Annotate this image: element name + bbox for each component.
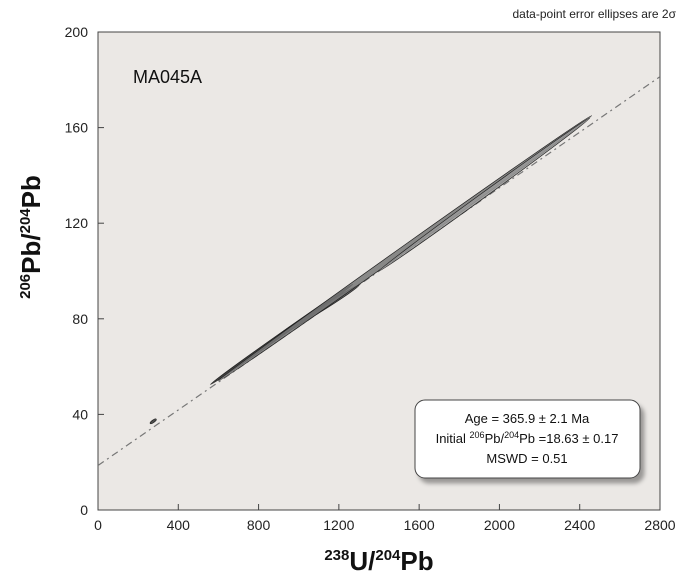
- error-ellipse-note: data-point error ellipses are 2σ: [513, 7, 677, 21]
- stat-initial-ratio: Initial 206Pb/204Pb =18.63 ± 0.17: [436, 430, 619, 446]
- x-axis-ticks: 0 400 800 1200 1600 2000 2400 2800: [94, 504, 676, 533]
- error-ellipse: [378, 117, 591, 272]
- stat-age: Age = 365.9 ± 2.1 Ma: [465, 411, 590, 426]
- y-tick-label: 160: [65, 120, 89, 136]
- y-axis-label: 206Pb/204Pb: [16, 175, 46, 299]
- x-tick-label: 1200: [323, 517, 354, 533]
- y-axis-ticks: 0 40 80 120 160 200: [65, 24, 104, 518]
- error-ellipses: [149, 115, 593, 425]
- y-tick-label: 120: [65, 215, 89, 231]
- x-tick-label: 800: [247, 517, 271, 533]
- y-tick-label: 200: [65, 24, 89, 40]
- sample-label: MA045A: [133, 67, 202, 87]
- x-tick-label: 1600: [404, 517, 435, 533]
- x-tick-label: 2400: [564, 517, 595, 533]
- error-ellipse: [149, 418, 157, 425]
- x-tick-label: 0: [94, 517, 102, 533]
- x-tick-label: 2000: [484, 517, 515, 533]
- y-tick-label: 80: [72, 311, 88, 327]
- x-axis-label: 238U/204Pb: [324, 546, 433, 576]
- y-tick-label: 40: [72, 406, 88, 422]
- x-tick-label: 2800: [644, 517, 675, 533]
- stats-box: Age = 365.9 ± 2.1 Ma Initial 206Pb/204Pb…: [414, 399, 641, 479]
- y-tick-label: 0: [80, 502, 88, 518]
- x-tick-label: 400: [167, 517, 191, 533]
- stat-mswd: MSWD = 0.51: [486, 451, 567, 466]
